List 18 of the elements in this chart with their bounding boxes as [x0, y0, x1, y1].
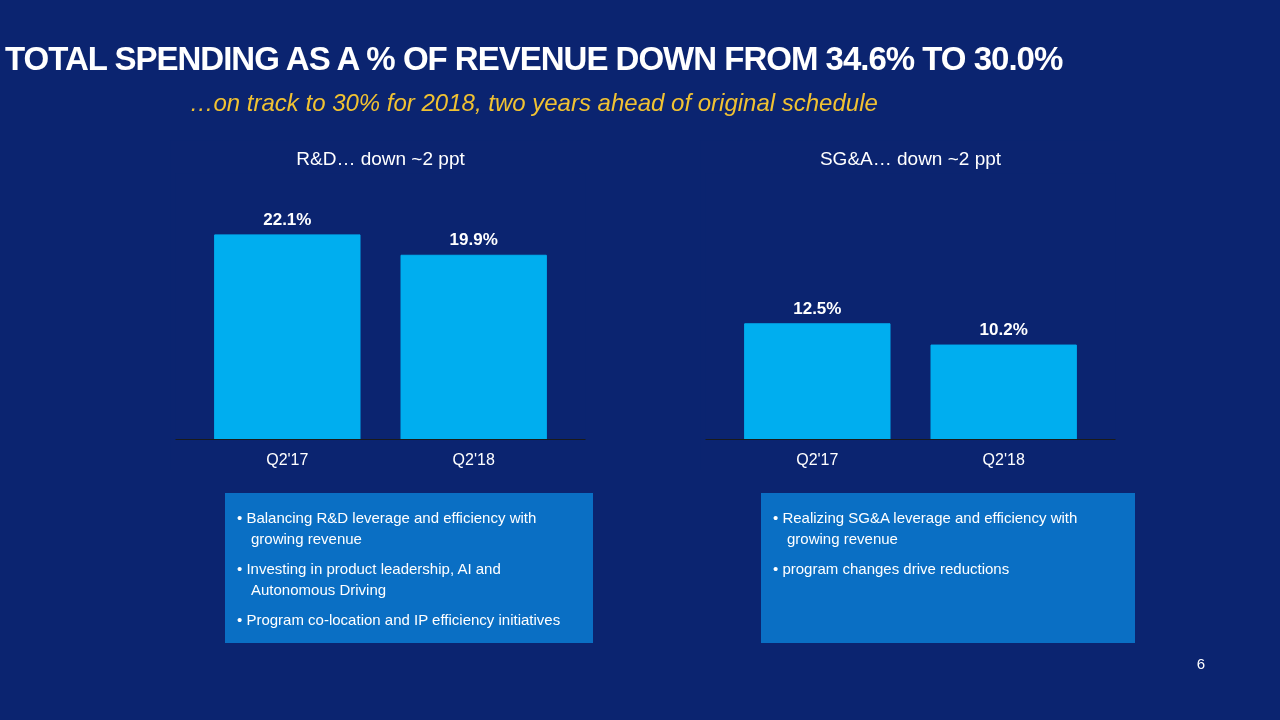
text: • Program co-location and IP efficiency initiatives [237, 609, 562, 630]
text: TOTAL SPENDING AS A % OF REVENUE DOWN FROM 34.6% TO 30.0% [5, 39, 1063, 79]
data-label: 10.2% [979, 320, 1028, 340]
data-label: 12.5% [793, 298, 842, 318]
chart-title: R&D… down ~2 ppt [296, 147, 466, 169]
text: • Realizing SG&A leverage and efficiency with growing revenue [773, 508, 1079, 550]
chart-title: SG&A… down ~2 ppt [819, 147, 1002, 169]
x-tick-label: Q2'17 [796, 450, 839, 468]
data-label: 19.9% [449, 230, 498, 250]
text: • Balancing R&D leverage and efficiency with growing revenue [237, 508, 538, 550]
text: • program changes drive reductions [773, 558, 1011, 579]
text: …on track to 30% for 2018, two years ahead of original schedule [188, 88, 879, 119]
data-label: 22.1% [263, 209, 312, 229]
x-tick-label: Q2'18 [982, 450, 1025, 468]
x-tick-label: Q2'18 [452, 450, 495, 468]
x-tick-label: Q2'17 [266, 450, 309, 468]
text: 6 [1196, 654, 1205, 674]
text: • Investing in product leadership, AI and Autonomous Driving [237, 558, 502, 601]
